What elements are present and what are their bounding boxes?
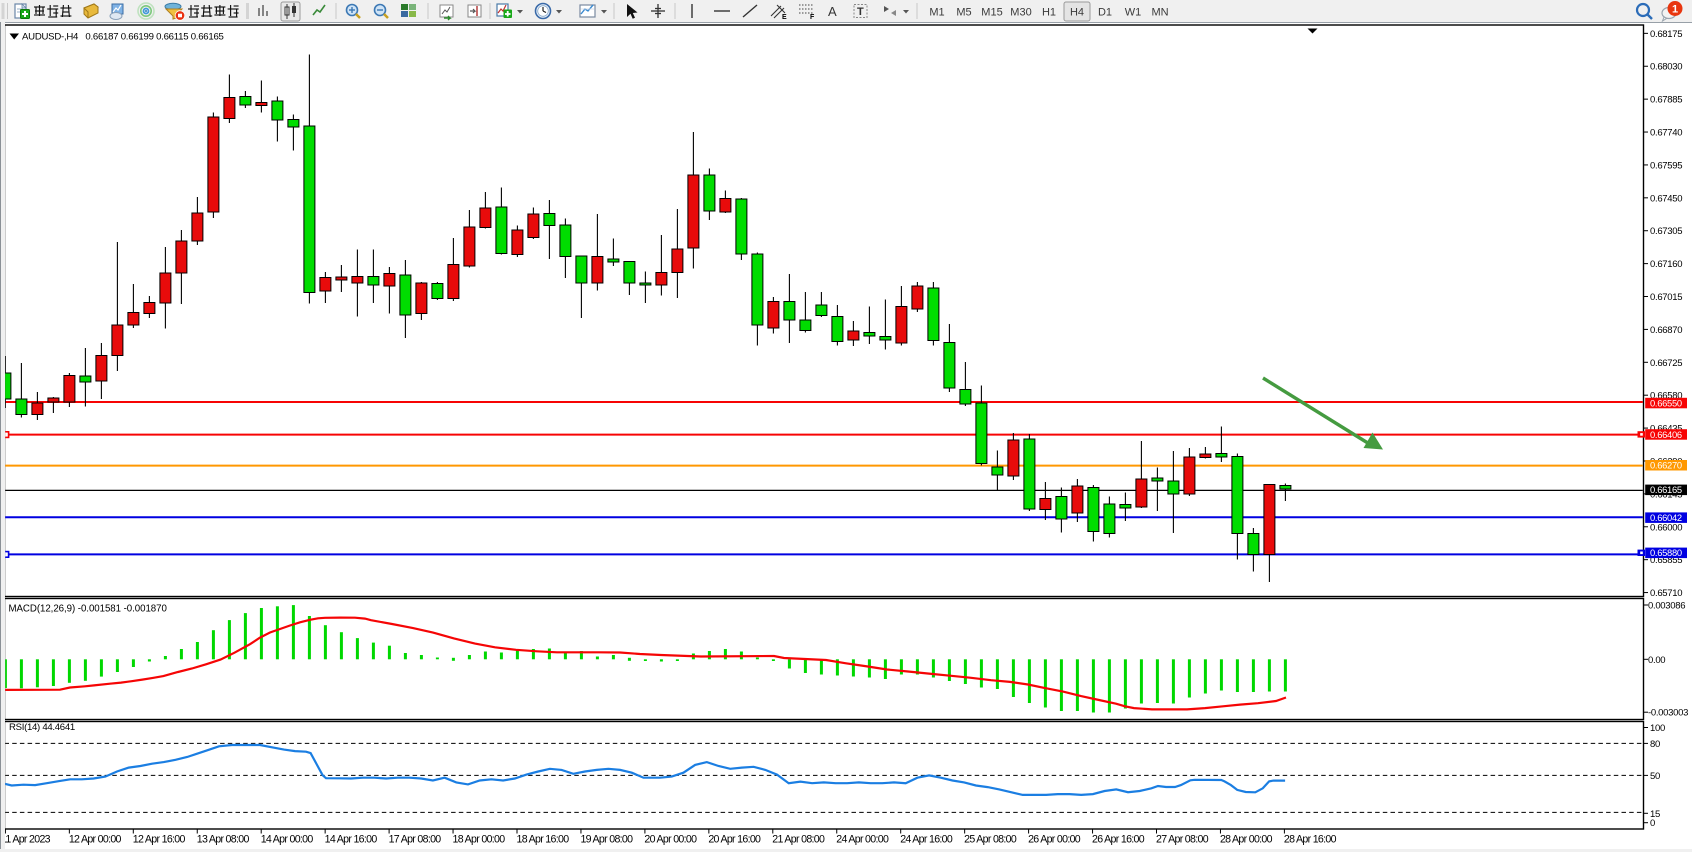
svg-text:0.67740: 0.67740 [1650,128,1682,139]
svg-text:W1: W1 [1125,7,1142,19]
svg-text:0.66435: 0.66435 [1650,424,1682,435]
svg-text:28 Apr 16:00: 28 Apr 16:00 [1284,834,1337,846]
svg-text:0.66042: 0.66042 [1650,512,1682,523]
svg-text:26 Apr 16:00: 26 Apr 16:00 [1092,834,1145,846]
svg-text:RSI(14) 44.4641: RSI(14) 44.4641 [9,722,75,733]
svg-text:M15: M15 [981,7,1002,19]
svg-text:0.65855: 0.65855 [1650,555,1682,566]
svg-text:1: 1 [1672,4,1678,16]
svg-text:0.67450: 0.67450 [1650,193,1682,204]
svg-text:50: 50 [1650,771,1660,782]
svg-text:11 Apr 2023: 11 Apr 2023 [1,834,51,846]
svg-text:0.68030: 0.68030 [1650,62,1682,73]
svg-text:21 Apr 08:00: 21 Apr 08:00 [772,834,825,846]
svg-text:0.67305: 0.67305 [1650,226,1682,237]
svg-text:0: 0 [1650,818,1655,829]
svg-text:0.67885: 0.67885 [1650,95,1682,106]
svg-text:0.67015: 0.67015 [1650,292,1682,303]
svg-text:20 Apr 00:00: 20 Apr 00:00 [644,834,697,846]
svg-text:20 Apr 16:00: 20 Apr 16:00 [708,834,761,846]
svg-text:12 Apr 16:00: 12 Apr 16:00 [133,834,186,846]
svg-text:24 Apr 00:00: 24 Apr 00:00 [836,834,889,846]
svg-text:-0.003003: -0.003003 [1648,708,1688,719]
svg-text:80: 80 [1650,739,1660,750]
svg-text:13 Apr 08:00: 13 Apr 08:00 [197,834,250,846]
svg-text:M30: M30 [1010,7,1031,19]
svg-text:14 Apr 16:00: 14 Apr 16:00 [325,834,378,846]
svg-text:0.68175: 0.68175 [1650,29,1682,40]
svg-text:25 Apr 08:00: 25 Apr 08:00 [964,834,1017,846]
svg-text:0.66406: 0.66406 [1650,429,1682,440]
svg-text:0.66580: 0.66580 [1650,391,1682,402]
svg-text:27 Apr 08:00: 27 Apr 08:00 [1156,834,1209,846]
svg-text:18 Apr 00:00: 18 Apr 00:00 [453,834,506,846]
svg-text:M1: M1 [929,7,944,19]
svg-text:H4: H4 [1070,7,1084,19]
svg-text:0.65710: 0.65710 [1650,588,1682,599]
svg-text:0.67595: 0.67595 [1650,160,1682,171]
svg-text:0.66870: 0.66870 [1650,325,1682,336]
svg-text:D1: D1 [1098,7,1112,19]
svg-text:14 Apr 00:00: 14 Apr 00:00 [261,834,314,846]
svg-text:100: 100 [1650,723,1665,734]
svg-text:0.66725: 0.66725 [1650,358,1682,369]
svg-text:0.66165: 0.66165 [1650,484,1682,495]
svg-text:0.003086: 0.003086 [1648,601,1685,612]
svg-text:M5: M5 [956,7,971,19]
svg-text:E: E [782,14,787,21]
svg-text:0.67160: 0.67160 [1650,259,1682,270]
svg-text:24 Apr 16:00: 24 Apr 16:00 [900,834,953,846]
svg-text:0.66550: 0.66550 [1650,397,1682,408]
svg-text:0.65880: 0.65880 [1650,547,1682,558]
svg-text:T: T [857,6,864,18]
svg-text:18 Apr 16:00: 18 Apr 16:00 [517,834,570,846]
svg-text:0.00: 0.00 [1648,655,1665,666]
svg-text:26 Apr 00:00: 26 Apr 00:00 [1028,834,1081,846]
svg-text:AUDUSD-,H4 0.66187 0.66199 0: AUDUSD-,H4 0.66187 0.66199 0.66115 0.661… [22,31,224,42]
svg-text:19 Apr 08:00: 19 Apr 08:00 [580,834,633,846]
svg-text:17 Apr 08:00: 17 Apr 08:00 [389,834,442,846]
svg-text:12 Apr 00:00: 12 Apr 00:00 [69,834,122,846]
svg-text:H1: H1 [1042,7,1056,19]
svg-text:28 Apr 00:00: 28 Apr 00:00 [1220,834,1273,846]
svg-text:0.66270: 0.66270 [1650,460,1682,471]
svg-text:MACD(12,26,9) -0.001581 -0.001: MACD(12,26,9) -0.001581 -0.001870 [9,603,168,614]
svg-text:0.66000: 0.66000 [1650,522,1682,533]
svg-text:F: F [810,14,815,21]
svg-text:A: A [828,4,837,19]
svg-text:15: 15 [1650,809,1660,820]
svg-text:MN: MN [1151,7,1168,19]
